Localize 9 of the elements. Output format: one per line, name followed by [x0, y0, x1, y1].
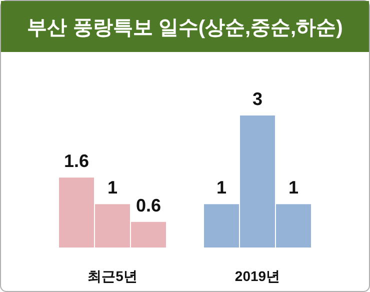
data-label: 0.6	[136, 195, 162, 216]
chart-title: 부산 풍랑특보 일수(상순,중순,하순)	[27, 17, 343, 39]
data-label: 3	[252, 89, 263, 109]
data-label: 1	[216, 178, 227, 198]
x-tick-label: 2019년	[234, 268, 280, 284]
data-label: 1.6	[64, 151, 90, 172]
data-label: 1	[288, 178, 299, 198]
x-tick-label: 최근5년	[88, 268, 138, 284]
data-label: 1	[107, 178, 118, 198]
